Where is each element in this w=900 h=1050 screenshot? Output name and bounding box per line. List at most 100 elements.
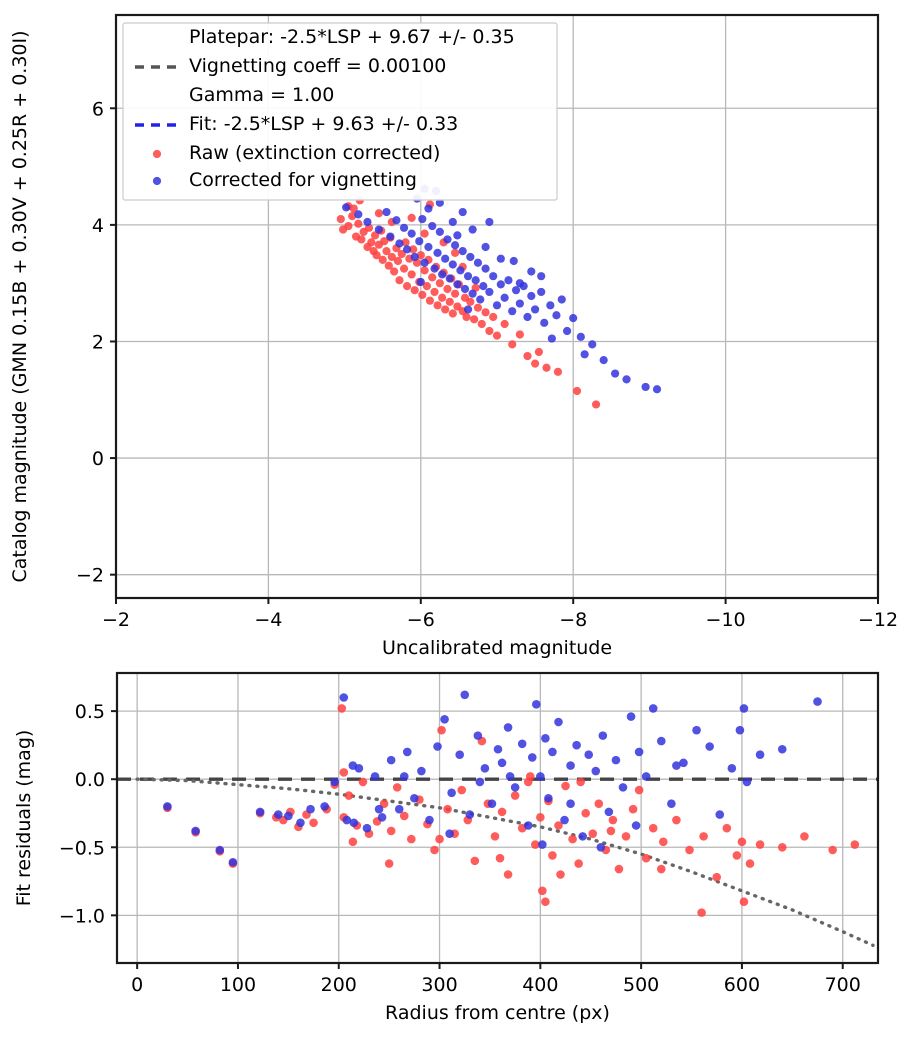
data-point xyxy=(344,791,354,800)
data-point xyxy=(547,334,556,343)
data-point xyxy=(460,284,470,294)
data-point xyxy=(390,267,399,276)
data-point xyxy=(515,330,524,339)
data-point xyxy=(443,804,452,814)
data-point xyxy=(481,264,490,273)
data-point xyxy=(386,826,396,836)
data-point xyxy=(450,241,460,250)
data-point xyxy=(357,235,366,244)
data-point xyxy=(407,270,416,279)
data-point xyxy=(453,302,462,311)
data-point xyxy=(362,823,372,833)
scatter-series xyxy=(336,196,601,409)
legend-label: Fit: -2.5*LSP + 9.63 +/- 0.33 xyxy=(189,113,458,135)
data-point xyxy=(485,217,494,227)
data-point xyxy=(777,744,787,754)
data-point xyxy=(596,842,606,852)
data-point xyxy=(541,734,550,743)
data-point xyxy=(614,864,624,874)
x-tick-label: 300 xyxy=(421,974,457,996)
data-point xyxy=(273,810,283,819)
data-point xyxy=(363,217,372,227)
data-point xyxy=(517,739,527,749)
data-point xyxy=(631,821,641,830)
data-point xyxy=(489,312,498,322)
data-point xyxy=(742,777,752,787)
data-point xyxy=(443,284,452,294)
data-point xyxy=(424,242,433,252)
data-point xyxy=(692,725,701,735)
data-point xyxy=(492,301,502,310)
data-point xyxy=(384,859,394,868)
data-point xyxy=(618,783,628,792)
data-point xyxy=(705,742,714,751)
data-point xyxy=(523,312,532,322)
data-point xyxy=(380,237,389,246)
data-point xyxy=(492,331,502,340)
data-point xyxy=(510,783,520,792)
data-point xyxy=(367,238,376,247)
data-point xyxy=(540,318,549,327)
data-point xyxy=(410,793,419,803)
data-point xyxy=(410,286,419,295)
data-point xyxy=(460,690,470,700)
data-point xyxy=(430,264,439,273)
x-tick-label: 400 xyxy=(522,974,558,996)
data-point xyxy=(777,842,787,852)
data-point xyxy=(443,235,452,244)
data-point xyxy=(441,305,450,314)
data-point xyxy=(532,700,541,709)
data-point xyxy=(395,276,404,285)
data-point xyxy=(470,856,480,866)
data-point xyxy=(409,245,418,254)
data-point xyxy=(588,340,597,349)
data-point xyxy=(496,280,505,289)
data-point xyxy=(428,273,437,282)
data-point xyxy=(349,818,359,828)
data-point xyxy=(433,301,442,310)
x-tick-label: 200 xyxy=(321,974,357,996)
data-point xyxy=(628,804,638,814)
data-point xyxy=(500,293,509,302)
data-point xyxy=(530,840,540,849)
data-point xyxy=(382,247,391,256)
data-point xyxy=(466,297,475,306)
data-point xyxy=(339,768,349,777)
data-point xyxy=(735,725,745,735)
data-point xyxy=(604,807,614,817)
data-point xyxy=(490,832,500,841)
data-point xyxy=(699,832,708,841)
data-point xyxy=(557,295,566,304)
data-point xyxy=(578,832,587,841)
data-point xyxy=(399,811,409,821)
data-point xyxy=(284,811,293,821)
data-point xyxy=(296,818,305,828)
data-point xyxy=(511,286,521,295)
data-point xyxy=(755,840,765,849)
data-point xyxy=(479,281,488,291)
data-point xyxy=(394,804,404,814)
data-point xyxy=(541,897,550,907)
data-point xyxy=(634,747,644,757)
data-point xyxy=(525,772,535,781)
data-point xyxy=(344,221,353,231)
data-point xyxy=(386,232,395,241)
data-point xyxy=(685,845,694,855)
x-tick-label: 0 xyxy=(131,974,143,996)
data-point xyxy=(548,747,557,757)
axes-frame xyxy=(115,671,880,965)
data-point xyxy=(456,266,465,275)
data-point xyxy=(435,279,444,288)
data-point xyxy=(594,799,604,809)
data-point xyxy=(392,783,402,792)
data-point xyxy=(354,219,363,228)
data-point xyxy=(417,766,426,776)
data-point xyxy=(473,731,483,740)
data-point xyxy=(850,840,860,849)
data-point xyxy=(606,826,616,836)
data-point xyxy=(599,356,608,365)
data-point xyxy=(500,319,509,329)
legend-label: Corrected for vignetting xyxy=(189,169,417,191)
data-point xyxy=(641,382,650,392)
